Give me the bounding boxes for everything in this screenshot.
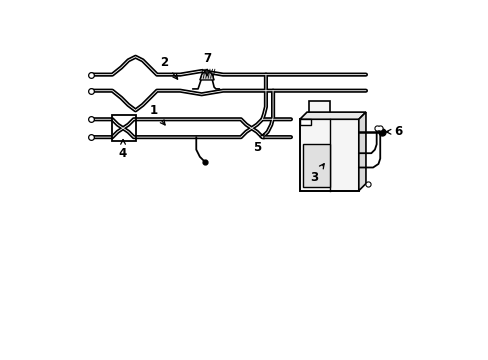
Text: 6: 6 [386, 125, 402, 138]
Text: 2: 2 [160, 55, 177, 79]
Text: 5: 5 [252, 134, 264, 154]
Polygon shape [200, 69, 214, 80]
Polygon shape [299, 112, 365, 119]
Polygon shape [299, 119, 358, 191]
Polygon shape [299, 119, 310, 125]
Text: 1: 1 [149, 104, 165, 125]
Polygon shape [308, 102, 329, 119]
Text: 4: 4 [119, 140, 127, 161]
Text: 3: 3 [309, 164, 324, 184]
Polygon shape [303, 144, 329, 187]
Text: 7: 7 [203, 52, 211, 76]
Polygon shape [358, 112, 365, 191]
